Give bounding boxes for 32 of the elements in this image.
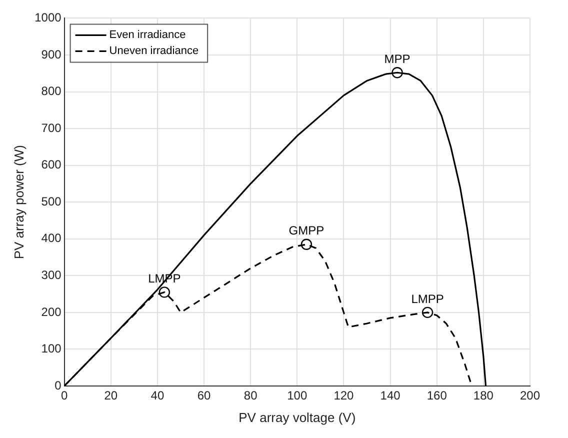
y-tick-label: 200 — [41, 304, 62, 319]
y-tick-label: 500 — [41, 194, 62, 208]
y-tick-label: 100 — [41, 342, 62, 356]
y-tick-label: 800 — [41, 84, 62, 98]
annotation: GMPP — [288, 224, 324, 238]
x-tick-label: 100 — [287, 388, 308, 403]
annotation: LMPP — [411, 292, 444, 306]
y-tick-label: 1000 — [34, 10, 62, 25]
x-tick-label: 40 — [150, 388, 164, 403]
y-tick-label: 600 — [41, 158, 62, 172]
x-tick-label: 80 — [244, 388, 258, 403]
x-tick-label: 180 — [473, 388, 494, 403]
x-tick-label: 120 — [334, 388, 354, 403]
y-tick-label: 300 — [41, 268, 62, 282]
y-axis-title: PV array power (W) — [11, 145, 26, 260]
x-tick-label: 60 — [197, 388, 211, 403]
y-tick-label: 0 — [54, 378, 62, 392]
x-tick-label: 140 — [380, 388, 401, 403]
x-tick-label: 160 — [426, 388, 448, 403]
point — [422, 306, 434, 318]
y-tick-label: 700 — [41, 120, 62, 135]
y-tick-label: 400 — [41, 231, 62, 246]
x-tick-label: 200 — [520, 388, 540, 403]
point — [300, 238, 312, 250]
point — [392, 67, 403, 78]
legend-label: Uneven irradiance — [109, 45, 199, 58]
y-tick-label: 900 — [41, 47, 62, 62]
annotation: MPP — [384, 52, 410, 66]
x-tick-label: 20 — [104, 388, 118, 403]
point — [158, 286, 170, 298]
x-axis-title: PV array voltage (V) — [238, 410, 356, 425]
legend-label: Even irradiance — [109, 29, 186, 42]
